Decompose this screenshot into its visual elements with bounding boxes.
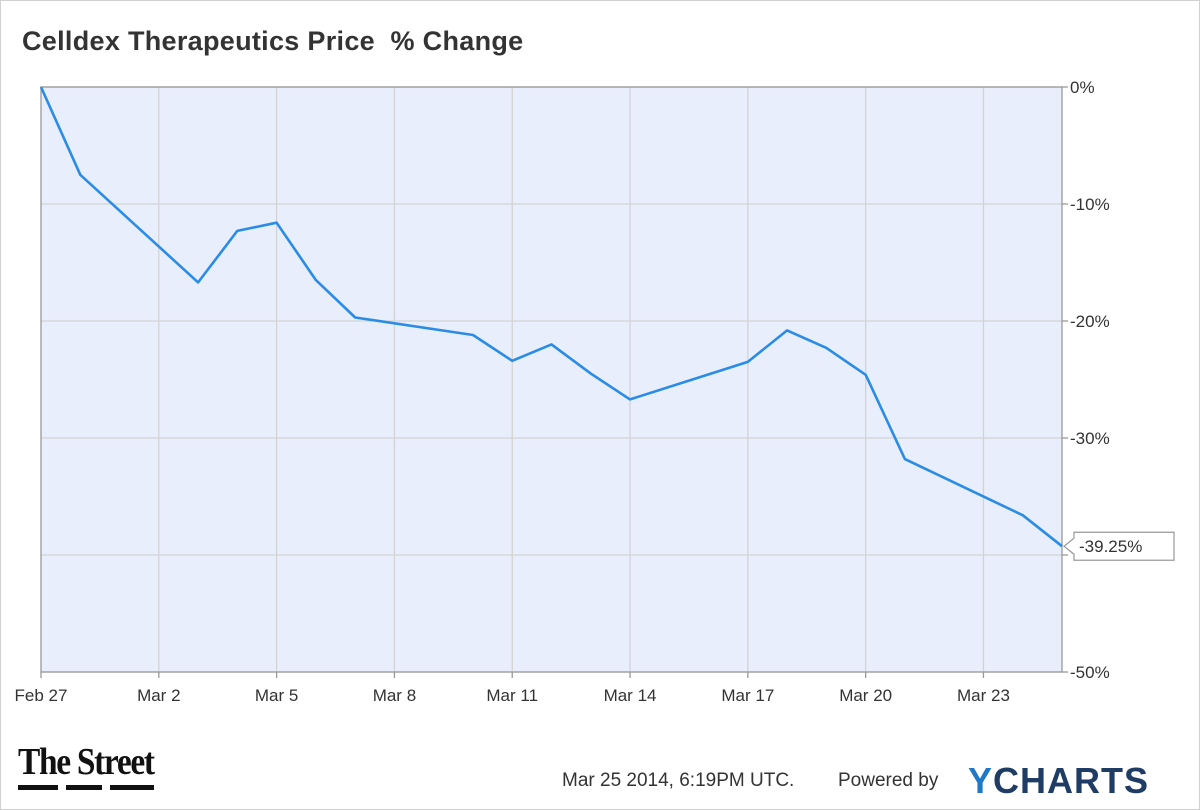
last-value-callout: -39.25% — [1063, 531, 1175, 561]
x-tick-label: Mar 23 — [957, 686, 1010, 705]
y-axis-ticks: 0% -10% -20% -30% -50% — [1062, 78, 1110, 682]
series-line — [39, 86, 1063, 548]
ycharts-logo-rest: CHARTS — [993, 760, 1150, 801]
y-tick-label: -50% — [1070, 663, 1110, 682]
the-street-logo-underline — [18, 785, 158, 791]
x-tick-label: Mar 11 — [486, 686, 538, 705]
chart-title: Celldex Therapeutics Price % Change — [22, 26, 524, 56]
powered-by-text: Powered by — [838, 770, 939, 791]
x-tick-label: Mar 8 — [373, 686, 416, 705]
x-tick-label: Mar 5 — [255, 686, 298, 705]
axes — [40, 86, 1063, 673]
ycharts-logo: YCHARTS — [968, 760, 1149, 802]
plot-area — [41, 87, 1062, 672]
x-tick-label: Mar 14 — [604, 686, 657, 705]
x-tick-label: Feb 27 — [15, 686, 68, 705]
x-axis-ticks: Feb 27 Mar 2 Mar 5 Mar 8 Mar 11 Mar 14 Mar 17 M… — [15, 672, 1010, 705]
last-value-label: -39.25% — [1079, 537, 1142, 556]
x-tick-label: Mar 2 — [137, 686, 180, 705]
x-tick-label: Mar 17 — [721, 686, 774, 705]
y-tick-label: 0% — [1070, 78, 1095, 97]
ycharts-logo-y: Y — [968, 760, 994, 801]
x-tick-label: Mar 20 — [839, 686, 892, 705]
timestamp: Mar 25 2014, 6:19PM UTC. — [562, 770, 795, 791]
y-tick-label: -30% — [1070, 429, 1110, 448]
plot-border — [40, 86, 1063, 673]
last-value-box — [1063, 531, 1175, 561]
y-tick-label: -20% — [1070, 312, 1110, 331]
the-street-logo: The Street — [18, 741, 155, 783]
y-tick-label: -10% — [1070, 195, 1110, 214]
